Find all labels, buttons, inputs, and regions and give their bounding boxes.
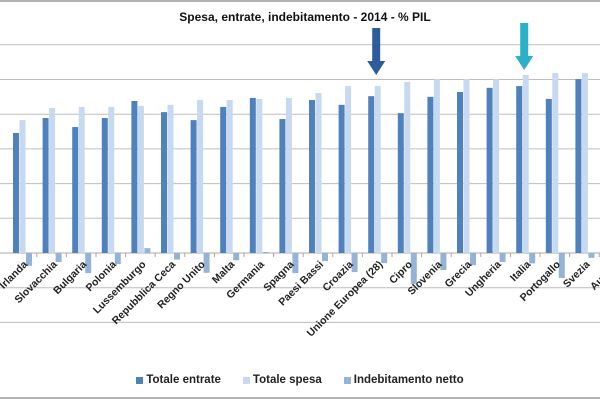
bar-spesa [345, 86, 352, 253]
bar-entrate [72, 127, 79, 253]
legend-item-entrate: Totale entrate [136, 374, 221, 386]
bar-indebitamento [85, 253, 92, 274]
arrow-shaft [520, 23, 529, 57]
legend-item-indebitamento: Indebitamento netto [343, 374, 464, 386]
bar-entrate [42, 118, 49, 253]
bar-spesa [256, 98, 263, 253]
arrow-head [367, 61, 386, 75]
bar-entrate [575, 79, 582, 253]
bar-entrate [486, 87, 493, 253]
bar-indebitamento [262, 251, 269, 253]
bar-indebitamento [55, 253, 62, 263]
bar-indebitamento [174, 253, 180, 260]
arrow-head [515, 56, 534, 70]
legend-item-spesa: Totale spesa [242, 374, 322, 386]
bar-spesa [493, 79, 500, 253]
bar-spesa [522, 74, 529, 253]
legend: Totale entrate Totale spesa Indebitament… [0, 374, 600, 386]
category-label: Cipro [387, 259, 415, 287]
bar-indebitamento [351, 253, 358, 273]
bar-spesa [167, 104, 174, 254]
bar-entrate [220, 106, 227, 254]
legend-swatch [242, 376, 250, 384]
bar-indebitamento [410, 253, 417, 284]
bar-indebitamento [499, 253, 506, 263]
bar-spesa [581, 72, 588, 253]
bar-spesa [19, 120, 26, 253]
bar-entrate [249, 97, 256, 254]
down-arrow-icon [367, 28, 386, 75]
bar-entrate [161, 112, 167, 253]
bar-spesa [433, 79, 440, 253]
bar-entrate [397, 113, 404, 253]
bar-spesa [78, 106, 85, 254]
bar-indebitamento [588, 253, 595, 258]
bar-spesa [463, 79, 470, 253]
bar-spesa [404, 81, 411, 253]
bar-entrate [131, 101, 138, 253]
bars [13, 72, 595, 284]
bar-spesa [137, 105, 144, 253]
bar-spesa [226, 99, 233, 254]
arrow-shaft [372, 28, 381, 62]
bar-entrate [457, 91, 463, 253]
legend-label: Indebitamento netto [353, 374, 464, 386]
bar-spesa [49, 107, 56, 253]
annotation-arrows [367, 23, 534, 75]
bar-entrate [427, 96, 434, 253]
down-arrow-icon [515, 23, 534, 70]
bar-entrate [101, 118, 108, 253]
bar-entrate [545, 98, 552, 253]
bar-indebitamento [292, 253, 299, 274]
bar-spesa [197, 99, 204, 254]
bar-spesa [374, 86, 381, 253]
bar-indebitamento [26, 253, 32, 266]
chart-title: Spesa, entrate, indebitamento - 2014 - %… [179, 10, 430, 24]
category-label: Malta [210, 259, 238, 287]
bar-indebitamento [114, 253, 121, 265]
legend-label: Totale entrate [146, 374, 221, 386]
bar-entrate [13, 132, 19, 253]
category-label: Svezia [561, 259, 593, 291]
bar-spesa [315, 93, 322, 254]
bar-entrate [516, 86, 523, 253]
bar-indebitamento [381, 253, 388, 264]
legend-swatch [343, 376, 351, 384]
bar-indebitamento [233, 253, 240, 261]
bar-entrate [368, 96, 375, 253]
legend-label: Totale spesa [252, 374, 322, 386]
bar-spesa [108, 106, 115, 254]
legend-swatch [136, 376, 144, 384]
bar-entrate [338, 104, 345, 254]
bar-indebitamento [529, 253, 536, 264]
bar-entrate [190, 120, 197, 253]
bar-indebitamento [144, 248, 151, 253]
bar-entrate [279, 119, 286, 253]
bar-indebitamento [440, 253, 447, 271]
bar-indebitamento [203, 253, 210, 273]
bar-entrate [309, 99, 315, 254]
bar-spesa [285, 97, 292, 254]
bar-indebitamento [558, 253, 565, 278]
bar-indebitamento [322, 253, 328, 261]
bar-spesa [552, 72, 559, 253]
bar-indebitamento [470, 253, 476, 266]
